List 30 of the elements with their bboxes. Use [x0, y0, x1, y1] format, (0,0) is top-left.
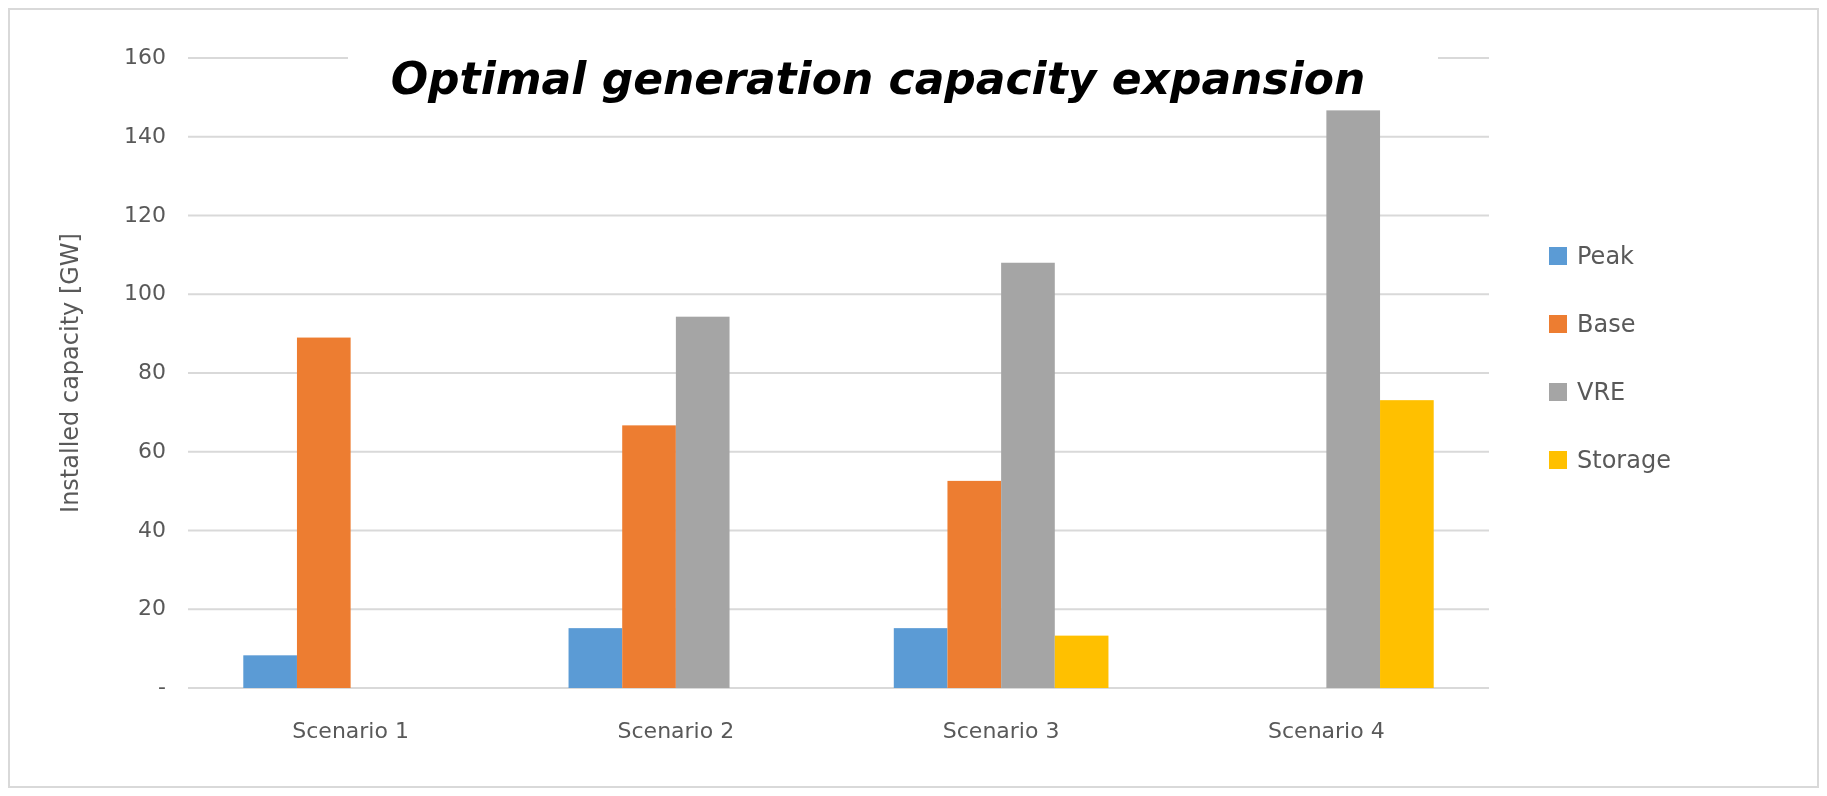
- x-tick-label: Scenario 3: [942, 718, 1060, 743]
- bar: [622, 425, 676, 688]
- y-tick-label: -: [158, 674, 166, 699]
- x-tick-label: Scenario 2: [617, 718, 735, 743]
- y-tick-label: 80: [138, 359, 166, 384]
- bar: [1380, 400, 1434, 688]
- y-tick-label: 140: [124, 122, 166, 148]
- y-tick-label: 40: [138, 516, 166, 542]
- y-tick-label: 120: [124, 201, 166, 227]
- y-tick-label: 20: [138, 595, 166, 621]
- legend-label: Storage: [1577, 446, 1671, 474]
- bar: [1001, 262, 1055, 688]
- bar: [675, 316, 730, 688]
- y-axis-title: Installed capacity [GW]: [56, 233, 84, 513]
- bar: [947, 480, 1002, 688]
- legend-label: Peak: [1577, 242, 1635, 270]
- bar: [243, 655, 297, 688]
- chart-title: Optimal generation capacity expansion: [390, 53, 1366, 104]
- bar: [568, 628, 623, 688]
- legend-label: VRE: [1577, 378, 1626, 406]
- bar: [296, 337, 351, 688]
- x-tick-label: Scenario 1: [292, 718, 409, 743]
- y-tick-label: 100: [124, 280, 166, 306]
- bar: [1054, 635, 1109, 688]
- x-tick-label: Scenario 4: [1268, 718, 1385, 743]
- y-tick-label: 160: [124, 44, 166, 69]
- y-tick-label: 60: [138, 437, 166, 463]
- bar: [1326, 110, 1381, 688]
- bar: [893, 628, 948, 688]
- legend-label: Base: [1577, 310, 1636, 338]
